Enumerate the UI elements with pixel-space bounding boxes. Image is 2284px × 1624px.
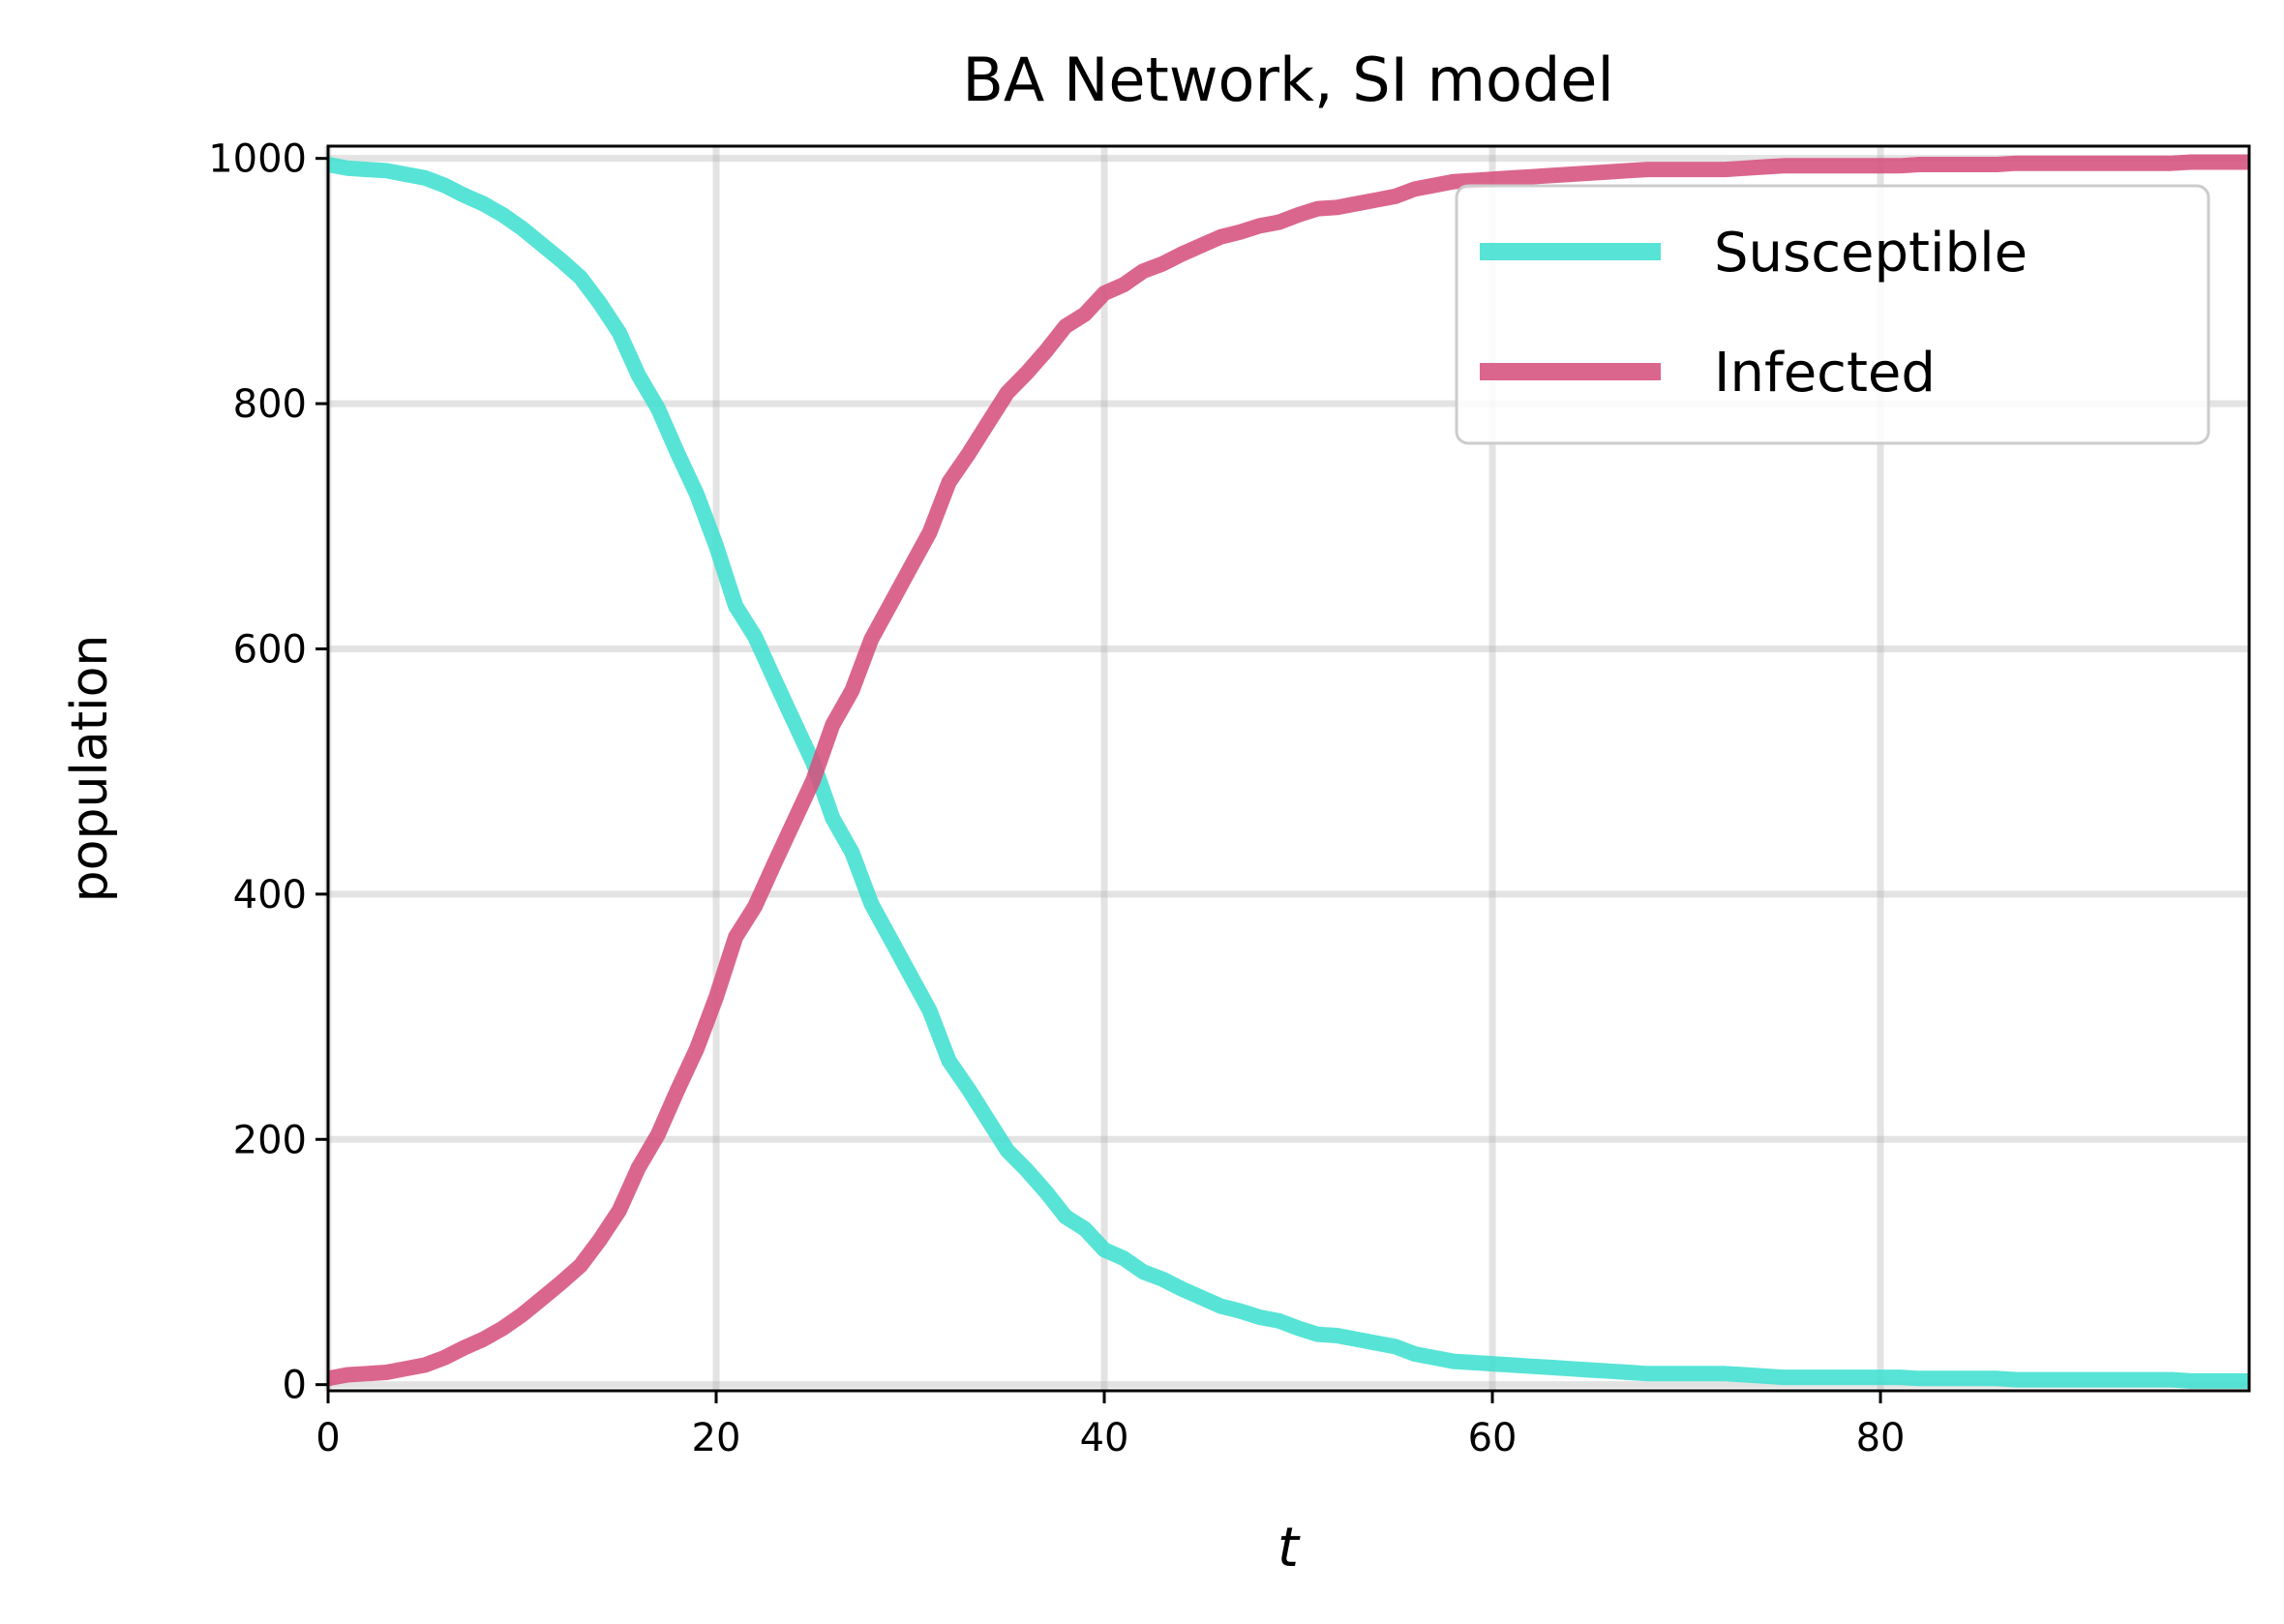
x-axis-label: t: [1277, 1517, 1301, 1579]
x-tick-label: 40: [1080, 1416, 1129, 1460]
chart-title: BA Network, SI model: [962, 45, 1613, 115]
y-tick-label: 200: [233, 1118, 307, 1162]
y-tick-label: 0: [283, 1364, 307, 1408]
x-tick-label: 60: [1468, 1416, 1518, 1460]
y-tick-label: 400: [233, 873, 307, 917]
legend-label-susceptible: Susceptible: [1714, 222, 2028, 285]
x-tick-label: 0: [316, 1416, 340, 1460]
y-tick-label: 600: [233, 627, 307, 672]
legend: Susceptible Infected: [1455, 184, 2210, 445]
series-line-susceptible: [326, 157, 2249, 1389]
x-tick-label: 20: [692, 1416, 741, 1460]
legend-label-infected: Infected: [1714, 342, 1936, 405]
series-lines: [326, 154, 2249, 1389]
series-line-infected: [326, 154, 2249, 1387]
y-tick-label: 1000: [208, 137, 307, 182]
y-tick-label: 800: [233, 382, 307, 427]
x-tick-label: 80: [1856, 1416, 1906, 1460]
plot-frame: [326, 144, 2251, 1393]
y-axis-label: population: [61, 635, 119, 903]
